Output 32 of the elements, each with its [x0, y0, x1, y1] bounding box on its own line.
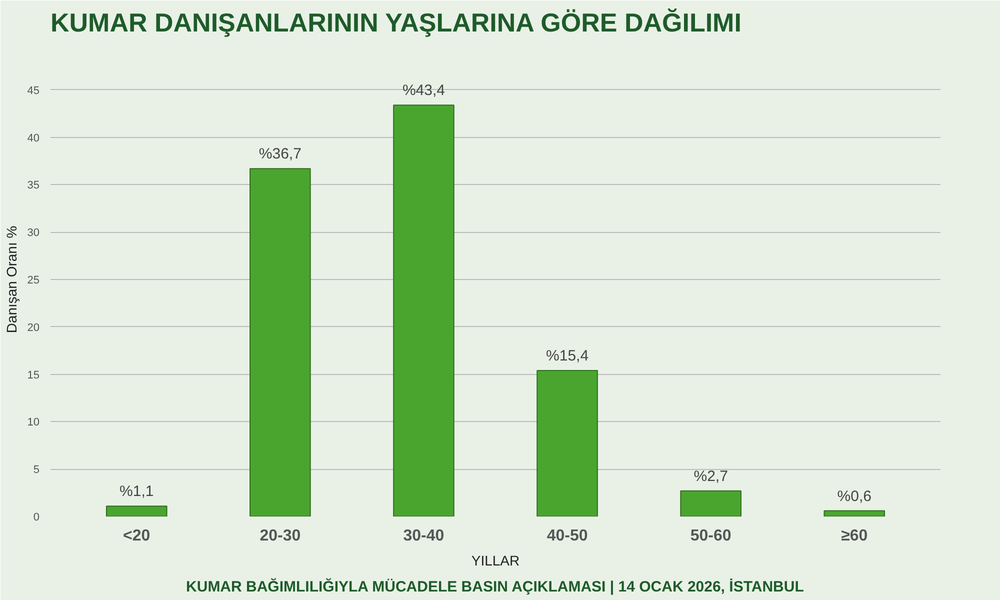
- chart-title: KUMAR DANIŞANLARININ YAŞLARINA GÖRE DAĞILIMI: [50, 8, 742, 38]
- x-tick-label: <20: [123, 528, 150, 544]
- x-tick-label: ≥60: [841, 528, 868, 544]
- text: KUMAR BAĞIMLILIĞIYLA MÜCADELE BASIN AÇIKLAMASI | 14 OCAK 2026, İSTANBUL: [186, 578, 804, 596]
- bar: [106, 506, 168, 516]
- data-label: %1,1: [120, 483, 154, 500]
- data-label: %36,7: [258, 146, 302, 163]
- bar: [393, 104, 454, 516]
- x-tick-label: 30-40: [403, 528, 444, 544]
- y-tick-label: 45: [27, 84, 40, 97]
- data-label: %43,4: [402, 82, 446, 100]
- data-label: %15,4: [546, 348, 589, 365]
- y-tick-label: 10: [27, 416, 40, 429]
- bar: [250, 168, 311, 516]
- bar: [680, 490, 742, 516]
- y-tick-label: 25: [27, 274, 40, 286]
- bar: [824, 510, 886, 516]
- y-axis-title: Danışan Oranı %: [3, 226, 20, 334]
- y-tick-label: 30: [27, 227, 40, 240]
- y-tick-label: 40: [27, 132, 40, 144]
- x-tick-label: 50-60: [690, 528, 732, 544]
- y-tick-label: 0: [33, 512, 40, 524]
- x-axis-title: YILLAR: [471, 552, 520, 568]
- data-label: %0,6: [837, 488, 872, 505]
- y-tick-label: 20: [27, 322, 40, 334]
- data-label: %2,7: [694, 468, 728, 485]
- x-tick-label: 40-50: [546, 528, 588, 544]
- bar: [536, 370, 598, 516]
- y-tick-label: 35: [27, 180, 40, 192]
- x-tick-label: 20-30: [260, 528, 301, 544]
- y-tick-label: 15: [27, 369, 40, 382]
- y-tick-label: 5: [33, 464, 40, 476]
